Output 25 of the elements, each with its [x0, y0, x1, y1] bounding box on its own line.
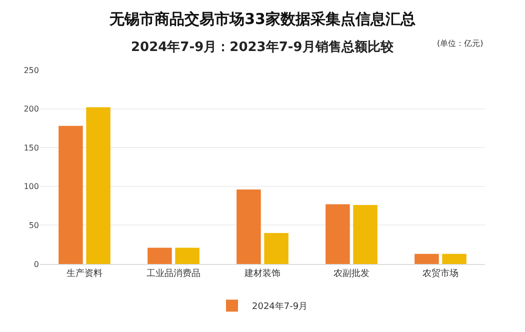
bar — [414, 254, 439, 264]
y-tick-label: 0 — [34, 260, 39, 269]
y-tick-label: 100 — [24, 182, 39, 192]
bar — [236, 190, 261, 264]
bar — [58, 126, 83, 264]
bar — [148, 248, 172, 264]
y-tick-label: 150 — [24, 143, 39, 152]
chart-subtitle: 2024年7-9月：2023年7-9月销售总额比较 — [131, 39, 394, 55]
bar — [353, 205, 378, 264]
text: (单位：亿元) — [437, 39, 484, 48]
bar — [264, 232, 288, 264]
x-tick-label: 生产资料 — [66, 268, 102, 279]
bar — [442, 254, 466, 264]
bar — [326, 204, 350, 264]
bar — [86, 107, 110, 264]
x-tick-label: 建材装饰 — [244, 268, 280, 279]
bar — [175, 248, 200, 264]
chart-title: 无锡市商品交易市场33家数据采集点信息汇总 — [108, 10, 416, 28]
x-tick-label: 工业品消费品 — [146, 268, 200, 279]
legend-label: 2024年7-9月 — [252, 301, 308, 312]
x-tick-label: 农贸市场 — [422, 268, 458, 279]
y-tick-label: 200 — [24, 104, 39, 114]
y-tick-label: 50 — [28, 221, 39, 230]
x-tick-label: 农副批发 — [334, 268, 370, 279]
y-tick-label: 250 — [24, 66, 39, 75]
